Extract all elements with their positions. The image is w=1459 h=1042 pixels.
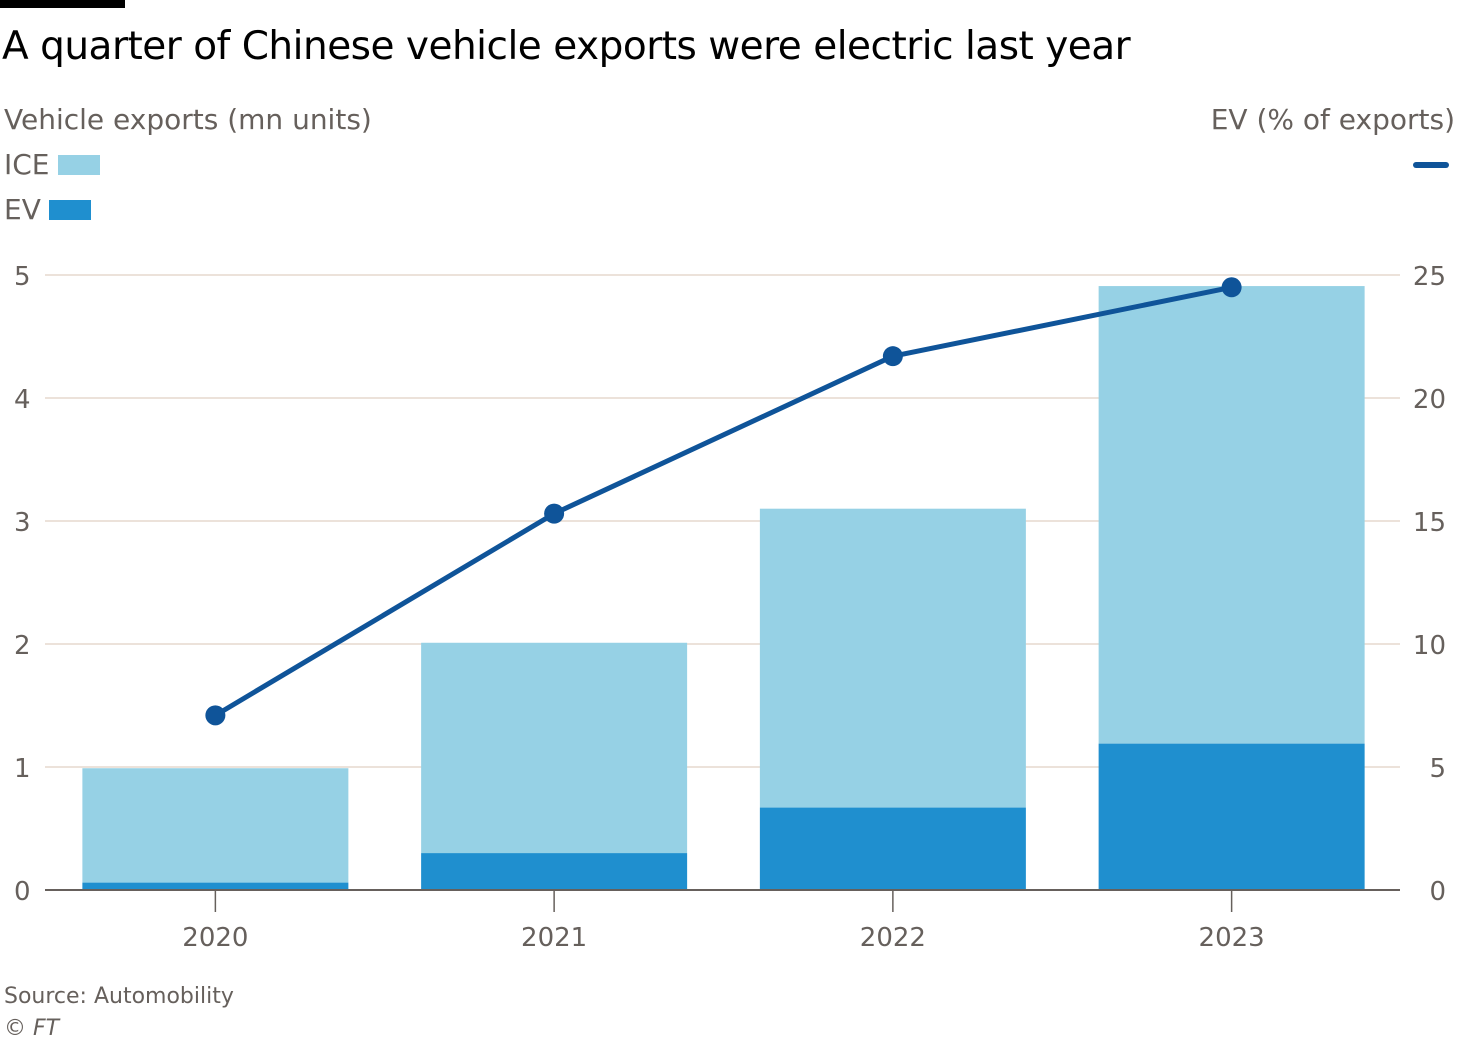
chart-title: A quarter of Chinese vehicle exports wer… [2, 24, 1131, 69]
ev-share-point-2022 [882, 346, 903, 367]
bar-ev-2021 [421, 853, 688, 890]
bars [82, 286, 1365, 890]
right-tick-label-15: 15 [1413, 508, 1446, 538]
x-tick-label-2020: 2020 [182, 923, 248, 953]
ev-share-point-2020 [205, 705, 226, 726]
right-tick-label-0: 0 [1429, 877, 1446, 907]
ev-share-point-2021 [544, 503, 565, 524]
right-axis-label: EV (% of exports) [1210, 103, 1455, 136]
x-tick-label-2022: 2022 [860, 923, 926, 953]
bar-ev-2023 [1098, 743, 1365, 890]
left-tick-label-4: 4 [14, 385, 31, 415]
ev-share-point-2023 [1221, 277, 1242, 298]
legend-line-ev-share [1413, 162, 1449, 168]
x-tick-label-2021: 2021 [521, 923, 587, 953]
copyright-note: © FT [4, 1016, 60, 1041]
legend-label-ev: EV [4, 193, 41, 226]
legend-swatch-ice [57, 154, 100, 175]
legend-label-ice: ICE [4, 148, 50, 181]
bar-ice-2022 [759, 508, 1026, 808]
top-accent-bar [0, 0, 125, 8]
legend-item-ev: EV [4, 193, 91, 226]
legend-swatch-ev [48, 199, 91, 220]
right-tick-label-25: 25 [1413, 262, 1446, 292]
right-tick-label-5: 5 [1429, 754, 1446, 784]
right-tick-label-10: 10 [1413, 631, 1446, 661]
left-tick-label-5: 5 [14, 262, 31, 292]
x-tick-label-2023: 2023 [1199, 923, 1265, 953]
left-tick-label-0: 0 [14, 877, 31, 907]
bar-ice-2023 [1098, 286, 1365, 744]
legend-item-ice: ICE [4, 148, 100, 181]
bar-ice-2021 [421, 642, 688, 854]
left-axis-label: Vehicle exports (mn units) [4, 103, 372, 136]
bar-ice-2020 [82, 768, 349, 883]
bar-ev-2022 [759, 807, 1026, 890]
ev-share-line [205, 277, 1242, 726]
left-tick-label-2: 2 [14, 631, 31, 661]
source-note: Source: Automobility [4, 984, 234, 1009]
left-tick-label-3: 3 [14, 508, 31, 538]
left-tick-label-1: 1 [14, 754, 31, 784]
ev-share-polyline [214, 284, 1233, 718]
right-tick-label-20: 20 [1413, 385, 1446, 415]
bar-ev-2020 [82, 882, 349, 890]
